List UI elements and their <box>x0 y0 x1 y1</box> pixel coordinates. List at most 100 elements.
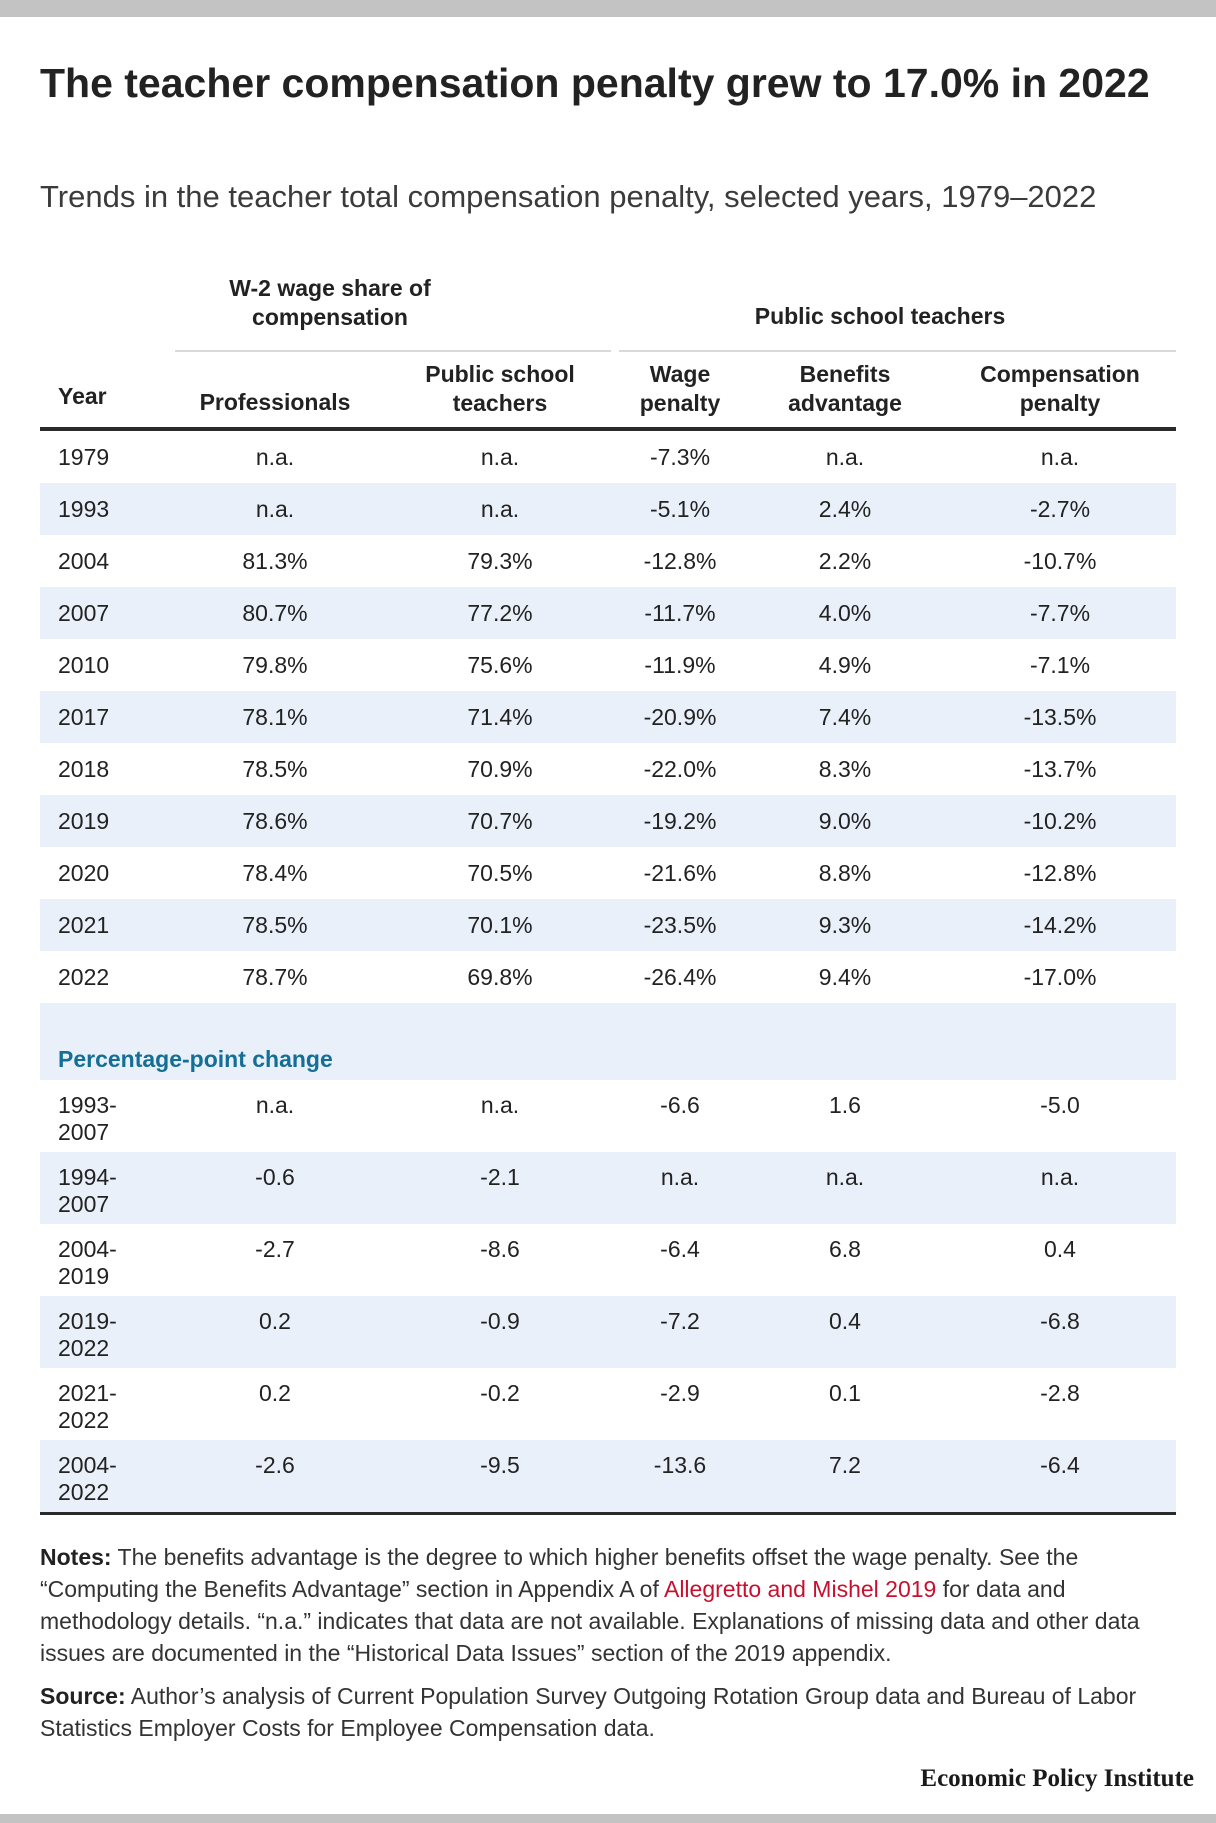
row-period: 2004-2022 <box>58 1452 117 1505</box>
table-row: 2019 78.6% 70.7% -19.2% 9.0% -10.2% <box>40 795 1176 847</box>
table-row: 2004-2019 -2.7 -8.6 -6.4 6.8 0.4 <box>40 1224 1176 1296</box>
cell-wage-penalty: -12.8% <box>643 548 717 574</box>
row-year: 2021 <box>58 912 110 938</box>
cell-wage-penalty: -2.9 <box>660 1380 700 1406</box>
cell-wage-penalty: -22.0% <box>643 756 717 782</box>
cell-professionals: 78.5% <box>242 912 308 938</box>
cell-benefits-advantage: n.a. <box>825 1164 865 1190</box>
cell-wage-penalty: -7.2 <box>660 1308 700 1334</box>
cell-compensation-penalty: 0.4 <box>1044 1236 1076 1262</box>
cell-compensation-penalty: -14.2% <box>1023 912 1097 938</box>
cell-professionals: 0.2 <box>259 1380 291 1406</box>
cell-public-school-teachers: 77.2% <box>467 600 533 626</box>
cell-public-school-teachers: -0.2 <box>480 1380 520 1406</box>
citation-link[interactable]: Allegretto and Mishel 2019 <box>663 1576 937 1602</box>
page-title: The teacher compensation penalty grew to… <box>40 60 1150 106</box>
cell-professionals: -2.6 <box>255 1452 295 1478</box>
table-row: 2004-2022 -2.6 -9.5 -13.6 7.2 -6.4 <box>40 1440 1176 1512</box>
table-row: 2007 80.7% 77.2% -11.7% 4.0% -7.7% <box>40 587 1176 639</box>
table-row: 2017 78.1% 71.4% -20.9% 7.4% -13.5% <box>40 691 1176 743</box>
cell-professionals: -2.7 <box>255 1236 295 1262</box>
top-frame-bar <box>0 0 1216 17</box>
cell-compensation-penalty: -12.8% <box>1023 860 1097 886</box>
cell-compensation-penalty: -5.0 <box>1040 1092 1080 1118</box>
cell-professionals: 0.2 <box>259 1308 291 1334</box>
group-header-wage-share: W-2 wage share of compensation <box>229 275 431 330</box>
notes-text-before-link: The benefits advantage is the degree to … <box>40 1544 1079 1602</box>
col-header-professionals: Professionals <box>199 389 351 415</box>
cell-benefits-advantage: n.a. <box>825 444 865 470</box>
cell-professionals: n.a. <box>255 1092 295 1118</box>
row-year: 1993 <box>58 496 110 522</box>
cell-public-school-teachers: -9.5 <box>480 1452 520 1478</box>
cell-wage-penalty: -6.6 <box>660 1092 700 1118</box>
cell-wage-penalty: -11.9% <box>644 652 716 678</box>
row-year: 2018 <box>58 756 110 782</box>
cell-public-school-teachers: n.a. <box>480 496 520 522</box>
table-body: 1979 n.a. n.a. -7.3% n.a. n.a. 1993 n.a.… <box>40 431 1176 1512</box>
row-period: 2004-2019 <box>58 1236 117 1289</box>
row-year: 2004 <box>58 548 110 574</box>
cell-compensation-penalty: -10.7% <box>1023 548 1097 574</box>
table-row: 2018 78.5% 70.9% -22.0% 8.3% -13.7% <box>40 743 1176 795</box>
cell-benefits-advantage: 8.8% <box>818 860 872 886</box>
table-row: 2020 78.4% 70.5% -21.6% 8.8% -12.8% <box>40 847 1176 899</box>
cell-wage-penalty: -23.5% <box>643 912 717 938</box>
cell-public-school-teachers: 75.6% <box>467 652 533 678</box>
cell-public-school-teachers: 69.8% <box>467 964 533 990</box>
col-header-year: Year <box>58 383 107 409</box>
cell-compensation-penalty: n.a. <box>1040 444 1080 470</box>
col-header-benefits-advantage: Benefits advantage <box>788 361 902 416</box>
cell-wage-penalty: -19.2% <box>643 808 717 834</box>
cell-wage-penalty: -11.7% <box>644 600 716 626</box>
cell-wage-penalty: -21.6% <box>643 860 717 886</box>
group-rule-wage-share <box>175 350 611 352</box>
cell-benefits-advantage: 2.4% <box>818 496 872 522</box>
table-row: 2010 79.8% 75.6% -11.9% 4.9% -7.1% <box>40 639 1176 691</box>
cell-benefits-advantage: 9.4% <box>818 964 872 990</box>
bottom-frame-bar <box>0 1814 1216 1823</box>
cell-benefits-advantage: 7.4% <box>818 704 872 730</box>
row-year: 2010 <box>58 652 110 678</box>
section-row-percentage-point-change: Percentage-point change <box>40 1003 1176 1080</box>
row-year: 2022 <box>58 964 110 990</box>
group-header-public-school: Public school teachers <box>754 303 1006 329</box>
row-year: 2019 <box>58 808 110 834</box>
cell-professionals: 81.3% <box>242 548 308 574</box>
table-row: 2021 78.5% 70.1% -23.5% 9.3% -14.2% <box>40 899 1176 951</box>
cell-public-school-teachers: 79.3% <box>467 548 533 574</box>
cell-compensation-penalty: -7.1% <box>1029 652 1091 678</box>
cell-compensation-penalty: -2.8 <box>1040 1380 1080 1406</box>
col-header-compensation-penalty: Compensation penalty <box>980 361 1140 416</box>
col-header-wage-penalty: Wage penalty <box>639 361 721 416</box>
cell-public-school-teachers: 71.4% <box>467 704 533 730</box>
cell-compensation-penalty: -13.7% <box>1023 756 1097 782</box>
cell-compensation-penalty: -10.2% <box>1023 808 1097 834</box>
row-period: 1993-2007 <box>58 1092 117 1145</box>
cell-public-school-teachers: 70.7% <box>467 808 533 834</box>
table-row: 2022 78.7% 69.8% -26.4% 9.4% -17.0% <box>40 951 1176 1003</box>
cell-wage-penalty: -5.1% <box>649 496 711 522</box>
table-row: 2004 81.3% 79.3% -12.8% 2.2% -10.7% <box>40 535 1176 587</box>
cell-benefits-advantage: 8.3% <box>818 756 872 782</box>
cell-professionals: 78.1% <box>242 704 308 730</box>
cell-wage-penalty: -6.4 <box>660 1236 700 1262</box>
cell-compensation-penalty: -13.5% <box>1023 704 1097 730</box>
footer-rule <box>40 1512 1176 1515</box>
cell-public-school-teachers: -0.9 <box>480 1308 520 1334</box>
group-rule-public-school <box>619 350 1176 352</box>
source-text: Author’s analysis of Current Population … <box>40 1683 1137 1741</box>
cell-professionals: n.a. <box>255 496 295 522</box>
cell-benefits-advantage: 2.2% <box>818 548 872 574</box>
cell-public-school-teachers: 70.9% <box>467 756 533 782</box>
cell-benefits-advantage: 7.2 <box>829 1452 861 1478</box>
row-year: 1979 <box>58 444 110 470</box>
cell-public-school-teachers: -8.6 <box>480 1236 520 1262</box>
row-year: 2017 <box>58 704 110 730</box>
cell-wage-penalty: -26.4% <box>643 964 717 990</box>
table-row: 1993-2007 n.a. n.a. -6.6 1.6 -5.0 <box>40 1080 1176 1152</box>
header-rule <box>40 427 1176 431</box>
cell-compensation-penalty: -6.4 <box>1040 1452 1080 1478</box>
cell-professionals: 78.5% <box>242 756 308 782</box>
row-period: 1994-2007 <box>58 1164 117 1217</box>
